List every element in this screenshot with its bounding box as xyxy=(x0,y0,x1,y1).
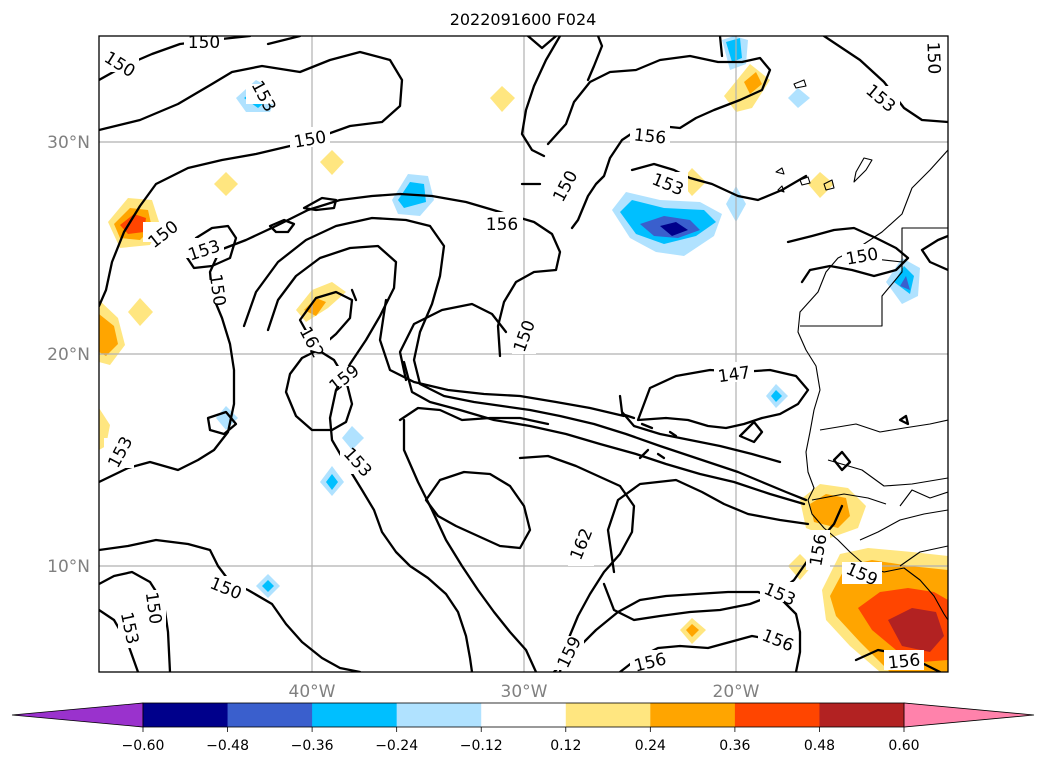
colorbar-tick-label: 0.48 xyxy=(804,738,835,754)
colorbar-swatch xyxy=(565,703,651,727)
lat-label: 20°N xyxy=(47,345,90,365)
contour-label: 153 xyxy=(339,444,376,482)
lat-label: 10°N xyxy=(47,557,90,577)
contour-label: 150 xyxy=(922,41,943,74)
colorbar-tick-label: 0.24 xyxy=(635,738,666,754)
lon-labels: 40°W 30°W 20°W xyxy=(289,682,760,702)
contour-label: 156 xyxy=(486,215,518,235)
map-title: 2022091600 F024 xyxy=(450,10,597,29)
cool-patch xyxy=(660,222,688,236)
warm-patch xyxy=(686,624,699,637)
warm-patch xyxy=(810,494,850,528)
lon-label: 30°W xyxy=(501,682,548,702)
cool-patch xyxy=(788,88,810,108)
colorbar-swatch xyxy=(819,703,905,727)
cool-patch xyxy=(216,406,238,430)
contour-label: 150 xyxy=(844,244,879,269)
warm-patch xyxy=(888,608,944,652)
map-frame xyxy=(98,35,949,673)
map-area: 150 150 153 150 150 153 150 162 159 156 … xyxy=(99,33,948,676)
contour-label: 150 xyxy=(292,127,327,152)
colorbar-tick-label: −0.12 xyxy=(460,738,503,754)
colorbar-frame xyxy=(142,702,905,728)
cool-patch xyxy=(342,426,364,450)
colorbar-tick-label: 0.60 xyxy=(888,738,919,754)
contour-label: 156 xyxy=(633,125,667,148)
colorbar-swatch xyxy=(227,703,313,727)
lon-label: 20°W xyxy=(713,682,760,702)
cool-patch xyxy=(262,580,274,592)
colorbar-tick-label: 0.12 xyxy=(550,738,581,754)
colorbar-swatch xyxy=(143,703,229,727)
lat-labels: 30°N 20°N 10°N xyxy=(47,133,90,577)
warm-patch xyxy=(304,298,326,316)
colorbar-tick-label: −0.24 xyxy=(375,738,418,754)
colorbar-tick-label: −0.60 xyxy=(122,738,165,754)
warm-patch xyxy=(99,314,118,356)
contour-label: 150 xyxy=(205,273,229,308)
colorbar-extend-low xyxy=(11,702,144,728)
warm-patch xyxy=(808,172,834,198)
colorbar-tick-label: −0.36 xyxy=(291,738,334,754)
contour-label: 150 xyxy=(188,33,220,53)
contour-label: 156 xyxy=(887,650,921,673)
warm-patch xyxy=(99,408,110,450)
cool-patch xyxy=(900,276,910,290)
lon-label: 40°W xyxy=(289,682,336,702)
contour-label: 156 xyxy=(632,649,668,676)
coastlines xyxy=(775,79,948,621)
warm-patch xyxy=(320,150,344,175)
colorbar-swatch xyxy=(396,703,482,727)
colorbar-swatch xyxy=(312,703,398,727)
warm-patch xyxy=(744,72,762,94)
cool-patch xyxy=(771,390,782,402)
colorbar: −0.60 −0.48 −0.36 −0.24 −0.12 0.12 0.24 0.36 0.4… xyxy=(11,702,1035,754)
colorbar-tick-label: −0.48 xyxy=(206,738,249,754)
warm-patch xyxy=(490,86,515,112)
anomaly-shading xyxy=(99,36,948,672)
cool-patch xyxy=(726,38,742,62)
lat-label: 30°N xyxy=(47,133,90,153)
colorbar-swatch xyxy=(481,703,567,727)
colorbar-tick-label: 0.36 xyxy=(719,738,750,754)
contour-label: 147 xyxy=(717,363,752,387)
colorbar-swatch xyxy=(650,703,736,727)
warm-patch xyxy=(128,298,153,326)
cool-patch xyxy=(326,474,338,490)
colorbar-swatch xyxy=(734,703,820,727)
colorbar-extend-high xyxy=(903,702,1035,728)
warm-patch xyxy=(214,172,238,196)
contour-label: 150 xyxy=(141,591,165,626)
